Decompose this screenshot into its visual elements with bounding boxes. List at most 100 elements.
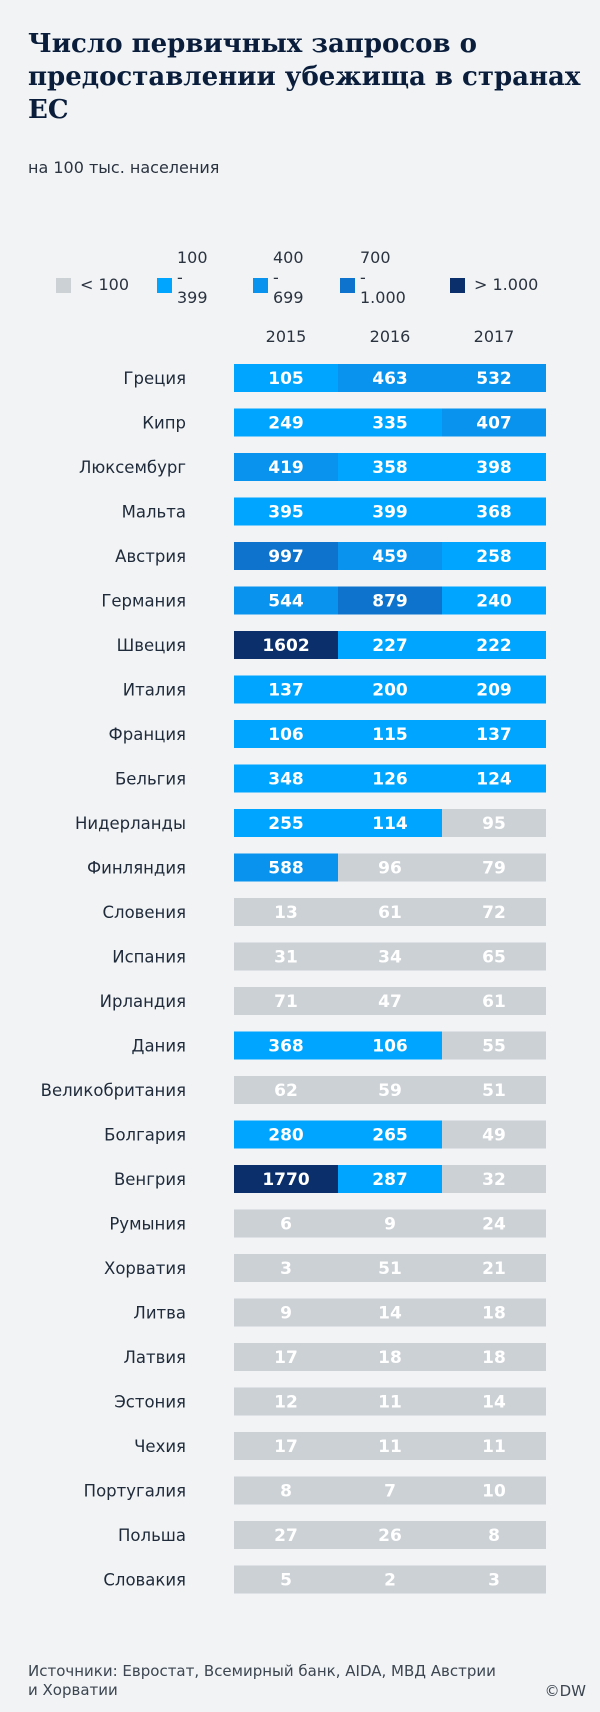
row-label: Ирландия bbox=[100, 992, 186, 1011]
heatmap-cell bbox=[234, 853, 338, 882]
heatmap-cell bbox=[442, 1432, 546, 1460]
legend-label: > 1.000 bbox=[474, 275, 539, 294]
heatmap-cell bbox=[338, 1343, 442, 1371]
row-label: Германия bbox=[101, 592, 186, 611]
cell-value: 358 bbox=[372, 458, 408, 478]
cell-value: 280 bbox=[268, 1126, 304, 1146]
heatmap-cell bbox=[234, 1565, 338, 1594]
cell-value: 14 bbox=[482, 1393, 506, 1413]
heatmap-cell bbox=[234, 898, 338, 926]
column-header: 2017 bbox=[474, 327, 515, 346]
cell-value: 11 bbox=[482, 1437, 506, 1457]
heatmap-cell bbox=[234, 1432, 338, 1460]
row-label: Болгария bbox=[104, 1126, 186, 1145]
chart-title: Число первичных запросов о предоставлени… bbox=[28, 29, 581, 125]
legend-label: 100 - 399 bbox=[177, 248, 208, 307]
heatmap-cell bbox=[442, 720, 546, 748]
heatmap-cell bbox=[338, 453, 442, 481]
heatmap-cell bbox=[234, 631, 338, 659]
cell-value: 61 bbox=[378, 903, 402, 923]
row-label: Румыния bbox=[109, 1215, 186, 1234]
cell-value: 71 bbox=[274, 992, 298, 1012]
cell-value: 879 bbox=[372, 592, 408, 612]
heatmap-cell bbox=[338, 764, 442, 793]
row-label: Португалия bbox=[84, 1482, 186, 1501]
heatmap-cell bbox=[338, 898, 442, 926]
cell-value: 51 bbox=[378, 1259, 402, 1279]
heatmap-cell bbox=[234, 364, 338, 392]
cell-value: 51 bbox=[482, 1081, 506, 1101]
cell-value: 588 bbox=[268, 859, 304, 879]
heatmap-cell bbox=[234, 1031, 338, 1060]
cell-value: 14 bbox=[378, 1304, 402, 1324]
heatmap-cell bbox=[442, 853, 546, 882]
heatmap-cell bbox=[234, 1476, 338, 1505]
heatmap-cell bbox=[442, 497, 546, 526]
heatmap-cell bbox=[234, 1076, 338, 1104]
cell-value: 55 bbox=[482, 1037, 506, 1057]
cell-value: 407 bbox=[476, 414, 512, 434]
cell-value: 368 bbox=[476, 503, 512, 523]
cell-value: 49 bbox=[482, 1126, 506, 1146]
heatmap-cell bbox=[234, 497, 338, 526]
legend-swatch bbox=[340, 278, 355, 293]
row-label: Словения bbox=[103, 903, 186, 922]
cell-value: 9 bbox=[280, 1304, 292, 1324]
cell-value: 9 bbox=[384, 1215, 396, 1235]
cell-value: 3 bbox=[280, 1259, 292, 1279]
row-label: Венгрия bbox=[114, 1170, 186, 1189]
heatmap-cell bbox=[442, 675, 546, 704]
heatmap-cell bbox=[442, 586, 546, 615]
row-label: Хорватия bbox=[104, 1259, 186, 1278]
row-label: Нидерланды bbox=[75, 814, 186, 833]
heatmap-cell bbox=[338, 1387, 442, 1416]
heatmap-cell bbox=[442, 764, 546, 793]
cell-value: 532 bbox=[476, 369, 512, 389]
heatmap-cell bbox=[234, 453, 338, 481]
heatmap-cell bbox=[338, 1076, 442, 1104]
cell-value: 137 bbox=[476, 725, 512, 745]
cell-value: 335 bbox=[372, 414, 408, 434]
cell-value: 11 bbox=[378, 1393, 402, 1413]
heatmap-cell bbox=[338, 1298, 442, 1327]
cell-value: 115 bbox=[372, 725, 408, 745]
cell-value: 96 bbox=[378, 859, 402, 879]
heatmap-cell bbox=[442, 408, 546, 437]
row-label: Мальта bbox=[122, 503, 186, 522]
cell-value: 72 bbox=[482, 903, 506, 923]
cell-value: 65 bbox=[482, 948, 506, 968]
legend-label: < 100 bbox=[80, 275, 130, 294]
chart-subtitle: на 100 тыс. населения bbox=[28, 158, 220, 177]
heatmap-cell bbox=[338, 542, 442, 570]
cell-value: 137 bbox=[268, 681, 304, 701]
cell-value: 95 bbox=[482, 814, 506, 834]
cell-value: 10 bbox=[482, 1482, 506, 1502]
row-label: Франция bbox=[109, 725, 186, 744]
heatmap-cell bbox=[442, 631, 546, 659]
heatmap-cell bbox=[338, 942, 442, 971]
heatmap-cell bbox=[338, 408, 442, 437]
heatmap-cell bbox=[442, 1298, 546, 1327]
column-header: 2016 bbox=[370, 327, 411, 346]
heatmap-cell bbox=[234, 675, 338, 704]
heatmap-cell bbox=[338, 1565, 442, 1594]
heatmap-cell bbox=[442, 1521, 546, 1549]
cell-value: 459 bbox=[372, 547, 408, 567]
cell-value: 106 bbox=[372, 1037, 408, 1057]
heatmap-cell bbox=[234, 1165, 338, 1193]
heatmap-cell bbox=[234, 987, 338, 1015]
cell-value: 222 bbox=[476, 636, 512, 656]
heatmap-cell bbox=[338, 1120, 442, 1149]
dw-logo: ©DW bbox=[544, 1682, 586, 1700]
row-label: Греция bbox=[123, 369, 186, 388]
heatmap-cell bbox=[442, 1387, 546, 1416]
heatmap-cell bbox=[234, 1120, 338, 1149]
row-label: Кипр bbox=[142, 414, 186, 433]
heatmap-cell bbox=[442, 942, 546, 971]
cell-value: 62 bbox=[274, 1081, 298, 1101]
row-label: Чехия bbox=[134, 1437, 186, 1456]
cell-value: 997 bbox=[268, 547, 304, 567]
heatmap-cell bbox=[442, 453, 546, 481]
heatmap-cell bbox=[338, 853, 442, 882]
